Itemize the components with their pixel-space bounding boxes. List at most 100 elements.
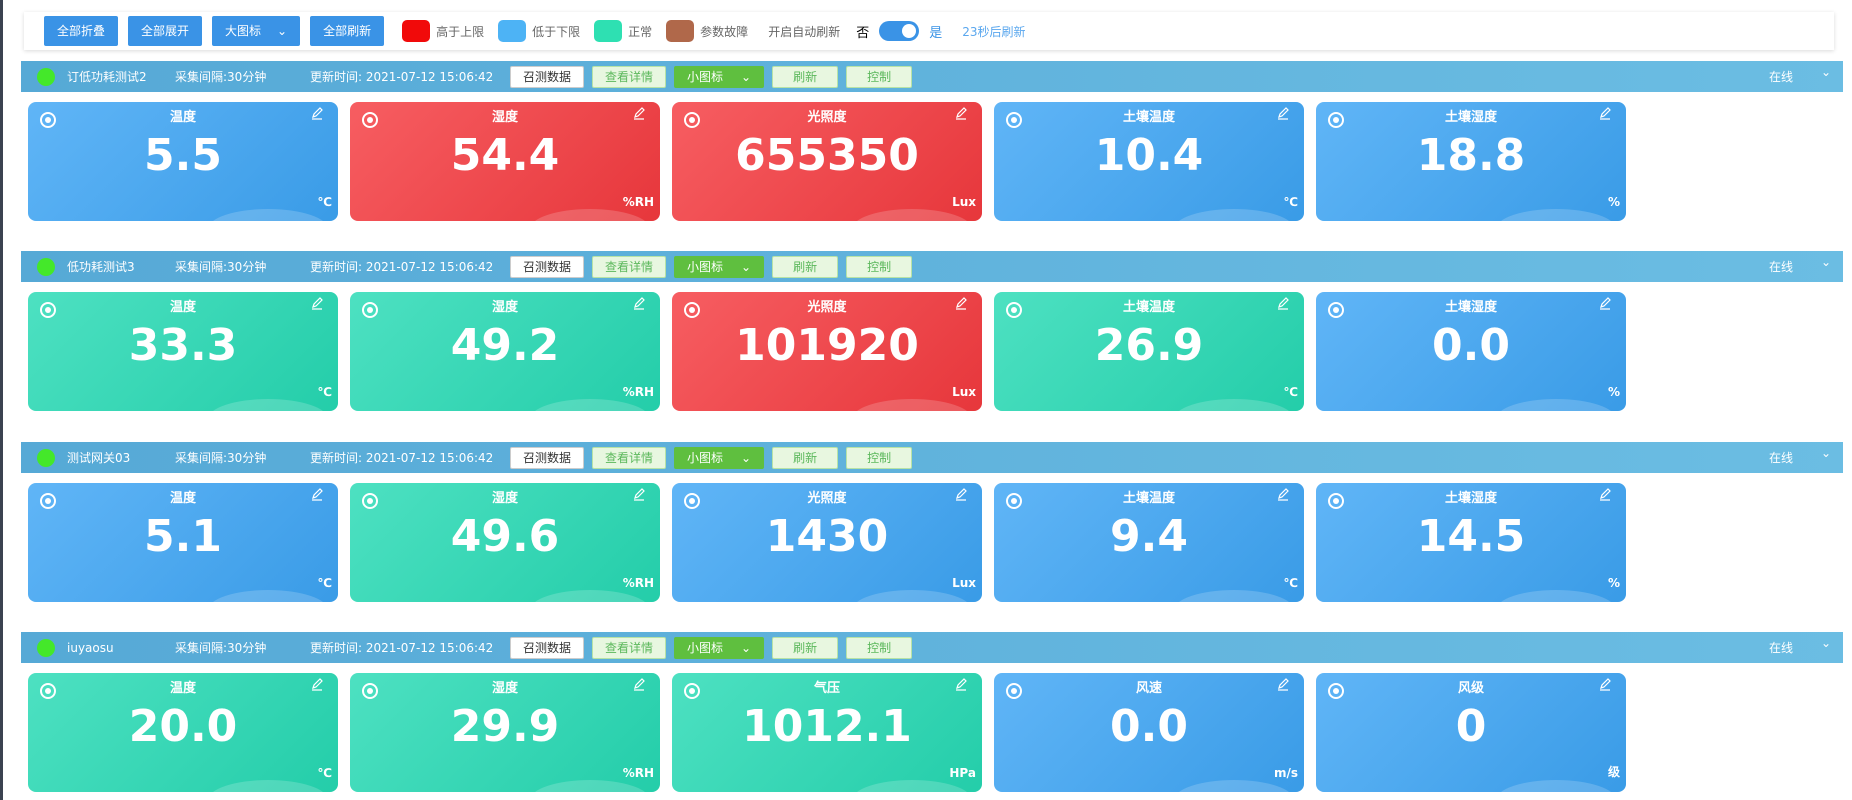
sensor-card[interactable]: 风级 0 级 bbox=[1316, 673, 1626, 792]
sensor-card[interactable]: 光照度 655350 Lux bbox=[672, 102, 982, 221]
control-button[interactable]: 控制 bbox=[846, 446, 913, 469]
status-dot bbox=[37, 67, 55, 86]
sensor-card[interactable]: 气压 1012.1 HPa bbox=[672, 673, 982, 792]
detail-button[interactable]: 查看详情 bbox=[592, 636, 667, 659]
card-value: 101920 bbox=[735, 320, 919, 371]
refresh-button[interactable]: 刷新 bbox=[772, 446, 839, 469]
edit-icon[interactable] bbox=[1598, 487, 1612, 505]
edit-icon[interactable] bbox=[1598, 677, 1612, 695]
edit-icon[interactable] bbox=[632, 106, 646, 124]
card-wave bbox=[530, 590, 650, 602]
auto-refresh-toggle[interactable] bbox=[879, 21, 920, 41]
view-select[interactable]: 大图标 ⌄ bbox=[212, 16, 301, 46]
icon-size-select[interactable]: 小图标 ⌄ bbox=[674, 255, 765, 278]
call-button[interactable]: 召测数据 bbox=[510, 636, 585, 659]
detail-button[interactable]: 查看详情 bbox=[592, 446, 667, 469]
sensor-card[interactable]: 光照度 101920 Lux bbox=[672, 292, 982, 411]
sensor-card[interactable]: 土壤温度 10.4 ℃ bbox=[994, 102, 1304, 221]
call-button[interactable]: 召测数据 bbox=[510, 255, 585, 278]
card-wave bbox=[530, 399, 650, 411]
edit-icon[interactable] bbox=[1598, 106, 1612, 124]
toolbar: 全部折叠 全部展开 大图标 ⌄ 全部刷新 高于上限 低于下限 正常 参数故障 开启自动刷… bbox=[24, 12, 1834, 50]
card-wave bbox=[1496, 209, 1616, 221]
edit-icon[interactable] bbox=[1276, 296, 1290, 314]
collapse-chevron[interactable]: ⌄ bbox=[1820, 255, 1831, 269]
icon-shape bbox=[1328, 493, 1344, 509]
sensor-card[interactable]: 土壤湿度 14.5% bbox=[1316, 483, 1626, 602]
sensor-card[interactable]: 风速 0.0 m/s bbox=[994, 673, 1304, 792]
edit-icon[interactable] bbox=[310, 487, 324, 505]
sensor-card[interactable]: 土壤湿度 0.0% bbox=[1316, 292, 1626, 411]
sensor-card[interactable]: 温度 5.1 ℃ bbox=[28, 483, 338, 602]
card-icon bbox=[680, 677, 710, 711]
sensor-card[interactable]: 土壤温度 26.9 ℃ bbox=[994, 292, 1304, 411]
collapse-chevron[interactable]: ⌄ bbox=[1820, 446, 1831, 460]
icon-shape bbox=[312, 488, 323, 501]
device-panel: 测试网关03 采集间隔:30分钟 更新时间: 2021-07-12 15:06:42… bbox=[21, 442, 1843, 602]
expand-button[interactable]: 全部展开 bbox=[128, 16, 203, 46]
control-button[interactable]: 控制 bbox=[846, 65, 913, 88]
card-unit: m/s bbox=[1273, 766, 1298, 780]
card-unit: 级 bbox=[1607, 765, 1620, 779]
edit-icon[interactable] bbox=[632, 487, 646, 505]
card-icon bbox=[1002, 296, 1032, 330]
sensor-card[interactable]: 湿度 49.6 %RH bbox=[350, 483, 660, 602]
edit-icon[interactable] bbox=[1276, 677, 1290, 695]
sensor-card[interactable]: 湿度 54.4 %RH bbox=[350, 102, 660, 221]
device-name: 低功耗测试3 bbox=[67, 260, 135, 274]
icon-shape bbox=[45, 498, 51, 504]
edit-icon[interactable] bbox=[310, 106, 324, 124]
collapse-button[interactable]: 全部折叠 bbox=[44, 16, 119, 46]
icon-size-select[interactable]: 小图标 ⌄ bbox=[674, 636, 765, 659]
card-unit: Lux bbox=[952, 385, 976, 399]
collapse-chevron[interactable]: ⌄ bbox=[1820, 636, 1831, 650]
detail-button[interactable]: 查看详情 bbox=[592, 255, 667, 278]
edit-icon[interactable] bbox=[954, 677, 968, 695]
card-value: 14.5 bbox=[1416, 511, 1526, 562]
refresh-button[interactable]: 刷新 bbox=[772, 65, 839, 88]
legend-item: 高于上限 bbox=[402, 20, 484, 42]
edit-icon[interactable] bbox=[954, 106, 968, 124]
icon-shape bbox=[40, 302, 56, 318]
edit-icon[interactable] bbox=[1276, 106, 1290, 124]
sensor-card[interactable]: 湿度 49.2 %RH bbox=[350, 292, 660, 411]
sensor-card[interactable]: 土壤湿度 18.8% bbox=[1316, 102, 1626, 221]
card-row: 温度 5.1 ℃ 湿度 49.6 %RH 光照度 1430 Lux 土壤温度 9.4 ℃ 土壤湿度 14.… bbox=[21, 473, 1843, 602]
device-updated: 更新时间: 2021-07-12 15:06:42 bbox=[310, 70, 494, 84]
edit-icon[interactable] bbox=[1598, 296, 1612, 314]
icon-shape bbox=[362, 302, 378, 318]
edit-icon[interactable] bbox=[310, 296, 324, 314]
edit-icon[interactable] bbox=[954, 487, 968, 505]
refresh-button[interactable]: 刷新 bbox=[772, 255, 839, 278]
control-button[interactable]: 控制 bbox=[846, 255, 913, 278]
call-button[interactable]: 召测数据 bbox=[510, 446, 585, 469]
caret: ⌄ bbox=[277, 24, 288, 38]
collapse-chevron[interactable]: ⌄ bbox=[1820, 65, 1831, 79]
edit-icon[interactable] bbox=[632, 677, 646, 695]
detail-button[interactable]: 查看详情 bbox=[592, 65, 667, 88]
view-value: 大图标 bbox=[225, 24, 262, 38]
edit-icon[interactable] bbox=[954, 296, 968, 314]
sensor-card[interactable]: 湿度 29.9 %RH bbox=[350, 673, 660, 792]
card-wave bbox=[208, 780, 328, 792]
icon-shape bbox=[45, 117, 51, 123]
edit-icon[interactable] bbox=[310, 677, 324, 695]
sensor-card[interactable]: 温度 20.0 ℃ bbox=[28, 673, 338, 792]
card-unit: % bbox=[1607, 576, 1620, 590]
icon-shape bbox=[40, 493, 56, 509]
edit-icon[interactable] bbox=[1276, 487, 1290, 505]
sensor-card[interactable]: 光照度 1430 Lux bbox=[672, 483, 982, 602]
call-button[interactable]: 召测数据 bbox=[510, 65, 585, 88]
icon-size-select[interactable]: 小图标 ⌄ bbox=[674, 65, 765, 88]
sensor-card[interactable]: 温度 33.3 ℃ bbox=[28, 292, 338, 411]
refresh-all-button[interactable]: 全部刷新 bbox=[310, 16, 385, 46]
icon-shape bbox=[1328, 112, 1344, 128]
control-button[interactable]: 控制 bbox=[846, 636, 913, 659]
icon-shape bbox=[1600, 107, 1611, 120]
sensor-card[interactable]: 土壤温度 9.4 ℃ bbox=[994, 483, 1304, 602]
refresh-button[interactable]: 刷新 bbox=[772, 636, 839, 659]
sensor-card[interactable]: 温度 5.5 ℃ bbox=[28, 102, 338, 221]
card-value: 9.4 bbox=[1110, 511, 1188, 562]
icon-size-select[interactable]: 小图标 ⌄ bbox=[674, 446, 765, 469]
edit-icon[interactable] bbox=[632, 296, 646, 314]
